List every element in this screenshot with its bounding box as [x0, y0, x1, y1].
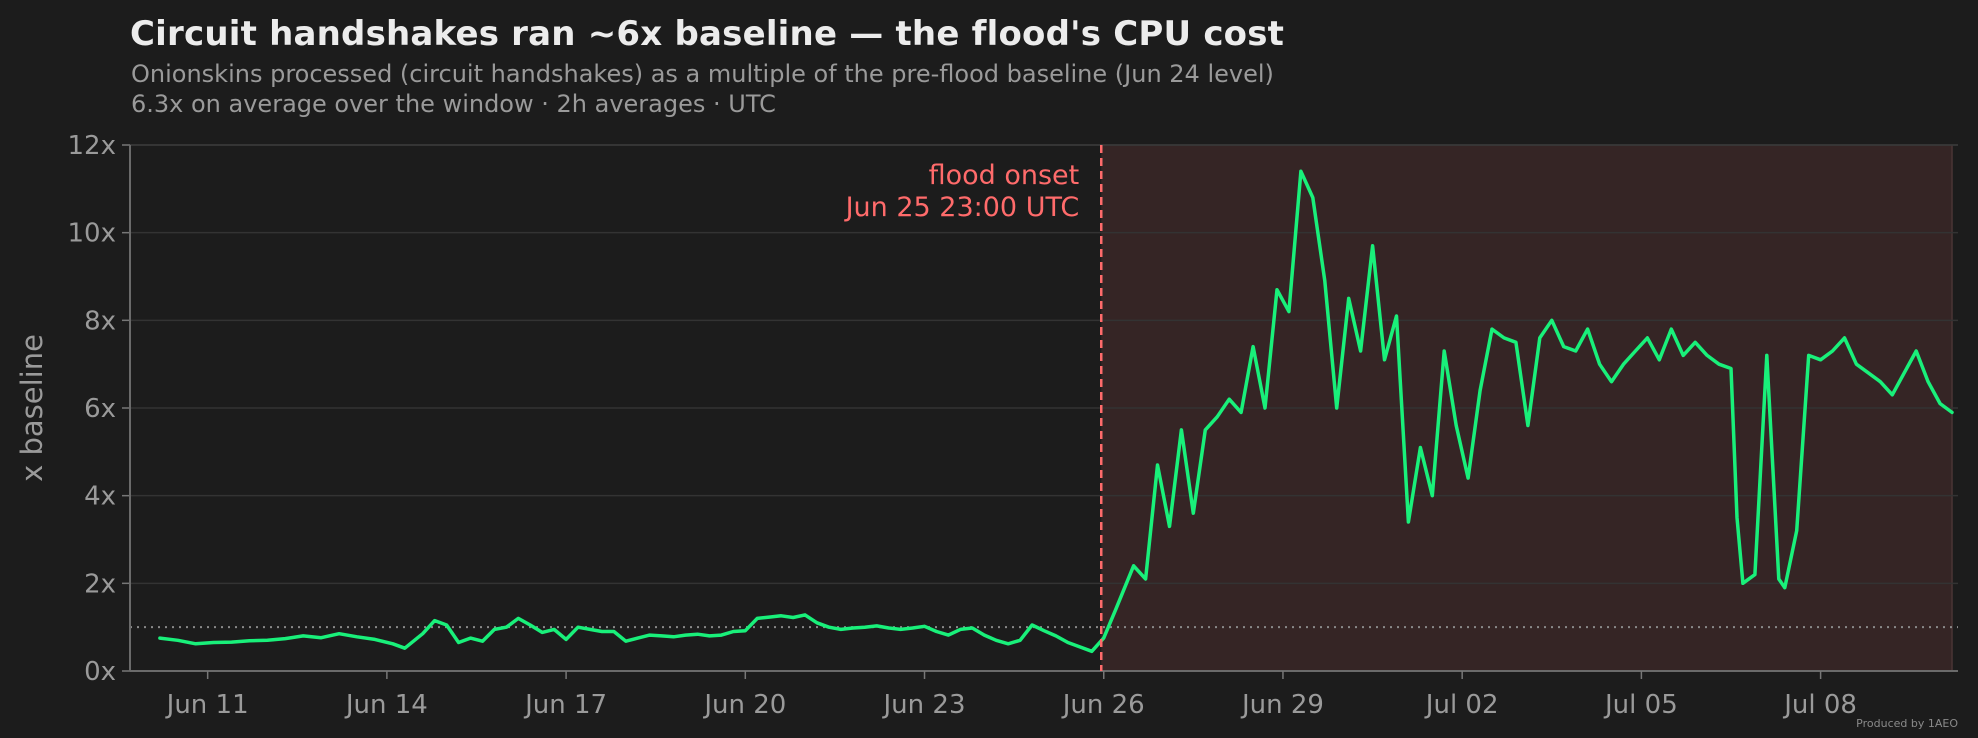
xtick-label: Jul 02 — [1424, 690, 1499, 720]
xtick-label: Jul 05 — [1603, 690, 1678, 720]
flood-onset-label: flood onset — [929, 160, 1080, 191]
ytick-label: 2x — [84, 569, 116, 599]
chart-subtitle-line1: Onionskins processed (circuit handshakes… — [131, 60, 1274, 88]
ytick-label: 12x — [68, 131, 116, 161]
flood-onset-time-label: Jun 25 23:00 UTC — [844, 192, 1080, 223]
ytick-label: 0x — [84, 657, 116, 687]
ytick-label: 10x — [68, 219, 116, 249]
chart-title: Circuit handshakes ran ~6x baseline — th… — [130, 14, 1285, 54]
y-axis-label: x baseline — [15, 334, 49, 482]
xtick-label: Jul 08 — [1782, 690, 1857, 720]
series-line — [158, 169, 1954, 654]
xtick-label: Jun 23 — [882, 690, 966, 720]
ytick-label: 6x — [84, 394, 116, 424]
xtick-label: Jun 14 — [344, 690, 428, 720]
xtick-label: Jun 20 — [702, 690, 786, 720]
chart-subtitle-line2: 6.3x on average over the window · 2h ave… — [131, 90, 776, 118]
credit-text: Produced by 1AEO — [1856, 717, 1958, 730]
xtick-label: Jun 26 — [1061, 690, 1145, 720]
ytick-label: 4x — [84, 482, 116, 512]
xtick-label: Jun 17 — [523, 690, 607, 720]
ytick-label: 8x — [84, 306, 116, 336]
xtick-label: Jun 29 — [1240, 690, 1324, 720]
xtick-label: Jun 11 — [165, 690, 249, 720]
